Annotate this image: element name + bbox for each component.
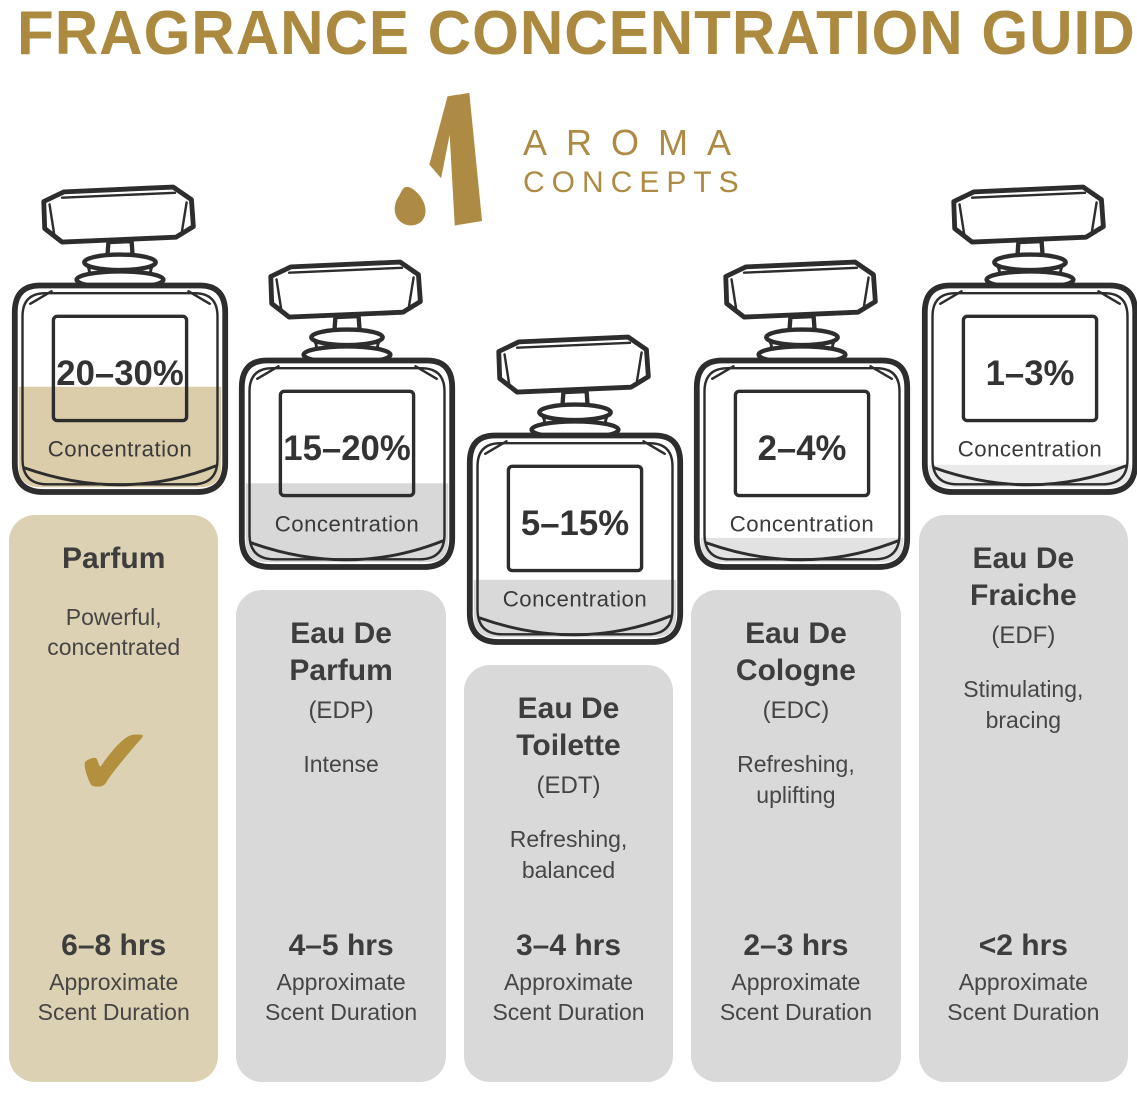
card-abbreviation: (EDC) xyxy=(762,697,830,725)
bottle-concentration-label: Concentration xyxy=(503,586,647,611)
duration-block: <2 hrs Approximate Scent Duration xyxy=(929,929,1118,1028)
bottle-label-frame xyxy=(961,314,1098,423)
bottle-label-frame xyxy=(506,464,644,573)
duration-block: 2–3 hrs Approximate Scent Duration xyxy=(701,929,890,1028)
bottle-cap xyxy=(41,184,196,245)
bottle-cap xyxy=(723,259,878,320)
card-title: Eau De Toilette xyxy=(516,692,621,762)
perfume-bottle-illustration: 2–4% Concentration xyxy=(691,256,913,575)
bottle-collar xyxy=(82,252,158,273)
bottle-collar xyxy=(991,252,1068,273)
card-title: Eau De Cologne xyxy=(735,617,856,687)
fragrance-column: 20–30% Concentration Parfum Powerful, co… xyxy=(0,181,229,1096)
card-abbreviation: (EDT) xyxy=(536,772,601,800)
liquid-fill-shape xyxy=(928,464,1131,488)
checkmark-icon: ✔ xyxy=(73,706,154,819)
card-description: Refreshing, uplifting xyxy=(737,751,855,808)
bottle-percentage: 20–30% xyxy=(56,355,183,393)
bottle-collar xyxy=(536,402,613,423)
page-title: FRAGRANCE CONCENTRATION GUIDE xyxy=(17,0,1137,68)
card-title: Eau De Fraiche xyxy=(969,542,1077,612)
bottle-body xyxy=(694,357,911,570)
bottle-percentage: 1–3% xyxy=(985,355,1074,393)
perfume-bottle-illustration: 15–20% Concentration xyxy=(236,256,458,575)
bottle-collar xyxy=(309,327,386,348)
bottle-percentage: 5–15% xyxy=(521,505,629,543)
bottle-cap xyxy=(268,259,424,320)
card-description: Powerful, concentrated xyxy=(47,603,181,660)
duration-value: 2–3 hrs xyxy=(743,929,849,963)
fragrance-card: Eau De Fraiche (EDF) Stimulating, bracin… xyxy=(918,515,1129,1082)
fragrance-column: 15–20% Concentration Eau De Parfum (EDP)… xyxy=(227,181,456,1096)
perfume-bottle-illustration: 20–30% Concentration xyxy=(9,181,231,500)
bottle-body xyxy=(921,282,1137,495)
card-description: Intense xyxy=(303,751,379,778)
bottle-label-frame xyxy=(279,389,416,498)
logo-wordmark-line1: AROMA xyxy=(522,121,751,163)
perfume-bottle-illustration: 1–3% Concentration xyxy=(919,181,1137,500)
duration-value: <2 hrs xyxy=(978,929,1068,963)
logo-a-mark xyxy=(394,92,482,226)
logo-wordmark: AROMA CONCEPTS xyxy=(522,121,751,199)
duration-value: 3–4 hrs xyxy=(515,929,622,963)
duration-value: 6–8 hrs xyxy=(61,929,167,963)
bottle-concentration-label: Concentration xyxy=(957,436,1101,461)
bottle-cap xyxy=(950,184,1106,245)
duration-block: 4–5 hrs Approximate Scent Duration xyxy=(246,929,435,1028)
bottle-percentage: 15–20% xyxy=(284,430,411,468)
bottle-percentage: 2–4% xyxy=(758,430,847,468)
duration-note: Approximate Scent Duration xyxy=(719,969,872,1026)
brand-logo: AROMA CONCEPTS xyxy=(387,88,750,234)
card-title: Parfum xyxy=(62,542,166,575)
bottle-cap xyxy=(496,334,651,395)
bottle-label-frame xyxy=(733,389,871,498)
duration-note: Approximate Scent Duration xyxy=(492,969,645,1026)
perfume-bottle-illustration: 5–15% Concentration xyxy=(464,331,686,650)
card-title: Eau De Parfum xyxy=(289,617,393,687)
duration-note: Approximate Scent Duration xyxy=(947,969,1100,1026)
liquid-fill-shape xyxy=(473,579,677,638)
liquid-fill-shape xyxy=(18,386,222,488)
bottle-label-frame xyxy=(51,314,189,423)
bottle-collar xyxy=(764,327,841,348)
fragrance-card: Eau De Parfum (EDP) Intense 4–5 hrs Appr… xyxy=(236,590,446,1082)
fragrance-column: 5–15% Concentration Eau De Toilette (EDT… xyxy=(455,181,683,1096)
liquid-fill-shape xyxy=(246,483,449,563)
fragrance-card: Parfum Powerful, concentrated ✔ 6–8 hrs … xyxy=(9,515,219,1082)
bottle-concentration-label: Concentration xyxy=(275,511,419,536)
card-abbreviation: (EDP) xyxy=(308,697,374,725)
columns-row: 20–30% Concentration Parfum Powerful, co… xyxy=(0,181,1137,1096)
fragrance-card: Eau De Toilette (EDT) Refreshing, balanc… xyxy=(463,665,674,1082)
card-abbreviation: (EDF) xyxy=(991,622,1056,650)
duration-value: 4–5 hrs xyxy=(288,929,394,963)
fragrance-column: 2–4% Concentration Eau De Cologne (EDC) … xyxy=(682,181,911,1096)
duration-note: Approximate Scent Duration xyxy=(37,969,190,1026)
card-description: Stimulating, bracing xyxy=(963,676,1084,733)
duration-note: Approximate Scent Duration xyxy=(265,969,418,1026)
fragrance-column: 1–3% Concentration Eau De Fraiche (EDF) … xyxy=(910,181,1137,1096)
duration-block: 3–4 hrs Approximate Scent Duration xyxy=(474,929,663,1028)
logo-wordmark-line2: CONCEPTS xyxy=(522,165,746,199)
duration-block: 6–8 hrs Approximate Scent Duration xyxy=(19,929,208,1028)
bottle-concentration-label: Concentration xyxy=(48,436,192,461)
bottle-concentration-label: Concentration xyxy=(730,511,874,536)
fragrance-card: Eau De Cologne (EDC) Refreshing, uplifti… xyxy=(691,590,901,1082)
card-description: Refreshing, balanced xyxy=(509,826,628,883)
